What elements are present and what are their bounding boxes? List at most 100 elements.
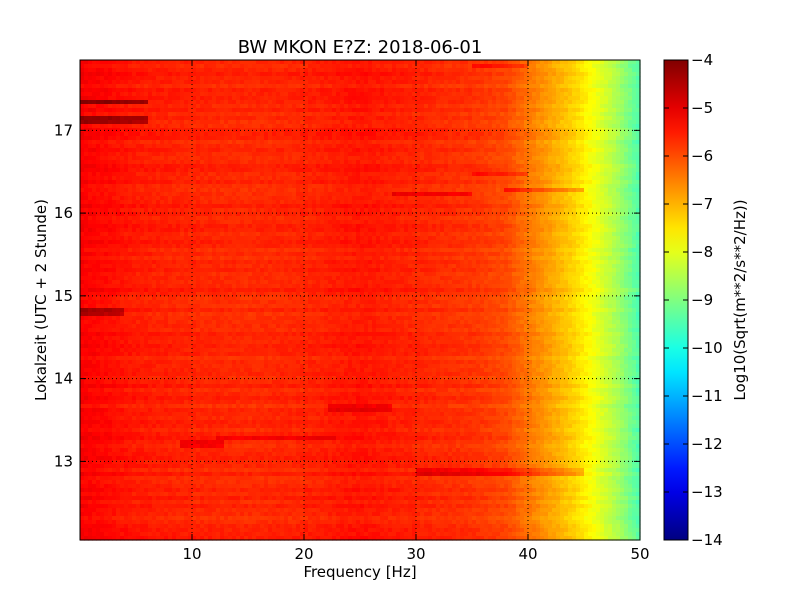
heatmap-cell xyxy=(584,180,589,185)
heatmap-cell xyxy=(268,116,273,121)
heatmap-cell xyxy=(520,116,525,121)
heatmap-cell xyxy=(84,172,89,177)
heatmap-cell xyxy=(360,64,365,69)
heatmap-cell xyxy=(316,136,321,141)
heatmap-cell xyxy=(84,68,89,73)
heatmap-cell xyxy=(496,124,501,129)
heatmap-cell xyxy=(516,168,521,173)
heatmap-cell xyxy=(204,68,209,73)
heatmap-cell xyxy=(636,124,641,129)
heatmap-cell xyxy=(280,88,285,93)
heatmap-cell xyxy=(260,72,265,77)
heatmap-cell xyxy=(336,120,341,125)
heatmap-cell xyxy=(168,100,173,105)
heatmap-cell xyxy=(584,124,589,129)
heatmap-cell xyxy=(552,196,557,201)
heatmap-cell xyxy=(312,168,317,173)
heatmap-cell xyxy=(492,192,497,197)
heatmap-cell xyxy=(472,112,477,117)
heatmap-cell xyxy=(472,64,477,69)
heatmap-cell xyxy=(424,76,429,81)
heatmap-cell xyxy=(620,92,625,97)
heatmap-cell xyxy=(448,156,453,161)
heatmap-cell xyxy=(632,192,637,197)
heatmap-cell xyxy=(596,136,601,141)
heatmap-cell xyxy=(452,72,457,77)
heatmap-cell xyxy=(288,172,293,177)
heatmap-cell xyxy=(224,76,229,81)
heatmap-cell xyxy=(356,120,361,125)
heatmap-cell xyxy=(272,132,277,137)
heatmap-cell xyxy=(408,120,413,125)
heatmap-cell xyxy=(324,80,329,85)
heatmap-cell xyxy=(540,124,545,129)
heatmap-cell xyxy=(168,92,173,97)
heatmap-cell xyxy=(520,160,525,165)
heatmap-cell xyxy=(304,200,309,205)
heatmap-cell xyxy=(528,176,533,181)
heatmap-cell xyxy=(468,136,473,141)
heatmap-cell xyxy=(136,112,141,117)
heatmap-cell xyxy=(140,84,145,89)
heatmap-cell xyxy=(576,188,581,193)
heatmap-cell xyxy=(604,112,609,117)
heatmap-cell xyxy=(444,196,449,201)
heatmap-cell xyxy=(312,140,317,145)
heatmap-cell xyxy=(188,196,193,201)
heatmap-cell xyxy=(568,72,573,77)
heatmap-cell xyxy=(224,96,229,101)
heatmap-cell xyxy=(120,68,125,73)
heatmap-cell xyxy=(588,92,593,97)
heatmap-cell xyxy=(200,68,205,73)
heatmap-cell xyxy=(116,140,121,145)
heatmap-cell xyxy=(552,140,557,145)
heatmap-cell xyxy=(156,152,161,157)
heatmap-cell xyxy=(432,148,437,153)
heatmap-cell xyxy=(148,128,153,133)
heatmap-cell xyxy=(116,116,121,121)
heatmap-cell xyxy=(148,200,153,205)
heatmap-cell xyxy=(572,172,577,177)
heatmap-cell xyxy=(108,96,113,101)
heatmap-cell xyxy=(188,128,193,133)
heatmap-cell xyxy=(336,164,341,169)
heatmap-cell xyxy=(176,68,181,73)
heatmap-cell xyxy=(500,144,505,149)
heatmap-cell xyxy=(84,88,89,93)
heatmap-cell xyxy=(168,84,173,89)
heatmap-cell xyxy=(476,180,481,185)
heatmap-cell xyxy=(492,100,497,105)
heatmap-cell xyxy=(588,172,593,177)
heatmap-cell xyxy=(604,196,609,201)
heatmap-cell xyxy=(620,144,625,149)
heatmap-cell xyxy=(520,148,525,153)
heatmap-cell xyxy=(356,152,361,157)
heatmap-cell xyxy=(348,116,353,121)
heatmap-cell xyxy=(144,128,149,133)
heatmap-cell xyxy=(416,140,421,145)
heatmap-cell xyxy=(308,192,313,197)
heatmap-cell xyxy=(108,92,113,97)
heatmap-cell xyxy=(312,188,317,193)
heatmap-cell xyxy=(508,128,513,133)
heatmap-cell xyxy=(116,192,121,197)
heatmap-cell xyxy=(168,200,173,205)
heatmap-cell xyxy=(524,188,529,193)
heatmap-cell xyxy=(440,124,445,129)
heatmap-cell xyxy=(432,136,437,141)
heatmap-cell xyxy=(172,168,177,173)
heatmap-cell xyxy=(456,112,461,117)
heatmap-cell xyxy=(152,84,157,89)
heatmap-cell xyxy=(436,64,441,69)
heatmap-cell xyxy=(80,184,85,189)
heatmap-cell xyxy=(628,96,633,101)
heatmap-cell xyxy=(364,116,369,121)
heatmap-cell xyxy=(196,72,201,77)
heatmap-cell xyxy=(420,164,425,169)
heatmap-cell xyxy=(156,148,161,153)
heatmap-cell xyxy=(504,132,509,137)
heatmap-cell xyxy=(396,124,401,129)
heatmap-cell xyxy=(188,60,193,65)
heatmap-cell xyxy=(216,160,221,165)
heatmap-cell xyxy=(200,140,205,145)
